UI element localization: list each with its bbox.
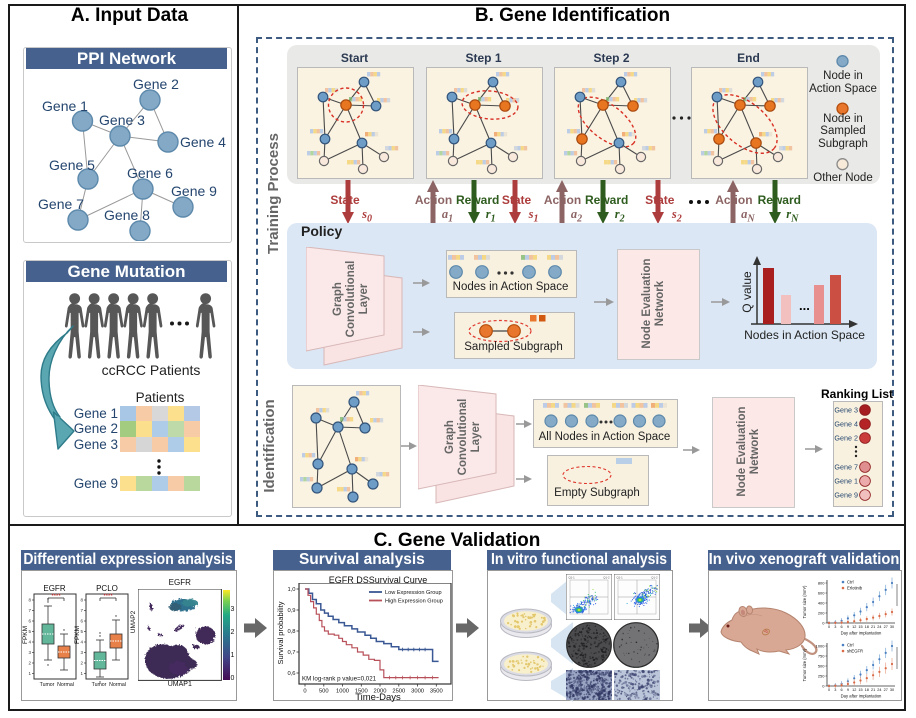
svg-text:Q1-2: Q1-2 xyxy=(651,576,658,580)
svg-text:9: 9 xyxy=(847,625,849,629)
svg-text:9: 9 xyxy=(847,688,849,692)
svg-text:Normal: Normal xyxy=(109,682,126,688)
svg-text:15: 15 xyxy=(858,625,862,629)
svg-text:200: 200 xyxy=(818,611,825,616)
svg-text:500: 500 xyxy=(818,664,825,669)
svg-text:6: 6 xyxy=(28,618,31,623)
svg-text:Gene 9: Gene 9 xyxy=(834,491,858,500)
svg-text:Gene 1: Gene 1 xyxy=(42,98,88,114)
svg-text:High Expression Group: High Expression Group xyxy=(385,599,443,605)
svg-text:0,6: 0,6 xyxy=(287,671,295,677)
svg-text:Day after implantation: Day after implantation xyxy=(841,631,882,636)
svg-text:0,7: 0,7 xyxy=(287,650,295,656)
svg-text:1: 1 xyxy=(28,671,31,676)
svg-text:7: 7 xyxy=(28,608,31,613)
svg-text:Gene 8: Gene 8 xyxy=(104,207,150,223)
svg-text:600: 600 xyxy=(818,591,825,596)
svg-text:7: 7 xyxy=(80,608,83,613)
svg-text:2500: 2500 xyxy=(392,689,405,695)
svg-text:Ctrl: Ctrl xyxy=(847,643,854,648)
svg-text:Q1-1: Q1-1 xyxy=(616,576,623,580)
svg-text:21: 21 xyxy=(871,688,875,692)
svg-text:Gene 3: Gene 3 xyxy=(99,112,145,128)
svg-text:Gene 7: Gene 7 xyxy=(38,196,84,212)
svg-text:24: 24 xyxy=(877,688,881,692)
svg-text:27: 27 xyxy=(884,688,888,692)
svg-text:3: 3 xyxy=(80,650,83,655)
svg-text:4: 4 xyxy=(28,639,31,644)
svg-text:3: 3 xyxy=(28,650,31,655)
svg-text:Gene 2: Gene 2 xyxy=(133,76,179,92)
svg-text:400: 400 xyxy=(818,601,825,606)
svg-text:8: 8 xyxy=(80,597,83,602)
svg-text:Ctrl: Ctrl xyxy=(847,580,854,585)
svg-text:8: 8 xyxy=(28,597,31,602)
svg-text:0: 0 xyxy=(303,689,306,695)
svg-text:0: 0 xyxy=(828,625,830,629)
svg-text:Gene 6: Gene 6 xyxy=(127,165,173,181)
svg-text:1000: 1000 xyxy=(816,644,826,649)
svg-text:0,8: 0,8 xyxy=(287,629,295,635)
svg-text:5: 5 xyxy=(80,629,83,634)
svg-text:3500: 3500 xyxy=(430,689,443,695)
svg-text:0: 0 xyxy=(822,621,825,626)
svg-text:0,9: 0,9 xyxy=(287,608,295,614)
svg-text:****: **** xyxy=(51,594,61,600)
svg-text:30: 30 xyxy=(890,688,894,692)
svg-text:12: 12 xyxy=(852,625,856,629)
svg-text:Erlotinib: Erlotinib xyxy=(847,586,863,591)
svg-text:Gene 1: Gene 1 xyxy=(834,477,858,486)
svg-text:2000: 2000 xyxy=(373,689,386,695)
svg-text:1000: 1000 xyxy=(336,689,349,695)
svg-text:500: 500 xyxy=(319,689,329,695)
svg-text:30: 30 xyxy=(890,625,894,629)
svg-text:Gene 4: Gene 4 xyxy=(834,420,858,429)
svg-text:Gene 9: Gene 9 xyxy=(171,183,217,199)
svg-text:4: 4 xyxy=(80,639,83,644)
svg-text:Gene 7: Gene 7 xyxy=(834,463,858,472)
svg-text:1500: 1500 xyxy=(355,689,368,695)
svg-text:6: 6 xyxy=(80,618,83,623)
svg-text:750: 750 xyxy=(818,654,825,659)
svg-text:...: ... xyxy=(799,298,810,313)
svg-text:0: 0 xyxy=(822,684,825,689)
svg-text:2: 2 xyxy=(28,660,31,665)
svg-text:6: 6 xyxy=(841,688,843,692)
svg-text:12: 12 xyxy=(852,688,856,692)
svg-text:Day after implantation: Day after implantation xyxy=(841,694,882,699)
svg-text:3: 3 xyxy=(834,625,836,629)
svg-text:1: 1 xyxy=(80,671,83,676)
svg-text:Gene 5: Gene 5 xyxy=(49,157,95,173)
svg-text:15: 15 xyxy=(858,688,862,692)
svg-text:21: 21 xyxy=(871,625,875,629)
svg-text:250: 250 xyxy=(818,674,825,679)
svg-text:3: 3 xyxy=(834,688,836,692)
svg-text:800: 800 xyxy=(818,581,825,586)
svg-text:24: 24 xyxy=(877,625,881,629)
svg-text:Gene 4: Gene 4 xyxy=(180,134,226,150)
svg-text:0: 0 xyxy=(828,688,830,692)
svg-text:18: 18 xyxy=(865,625,869,629)
svg-text:1,0: 1,0 xyxy=(287,587,295,593)
svg-text:Low Expression Group: Low Expression Group xyxy=(385,590,442,596)
svg-text:shEGFR: shEGFR xyxy=(847,649,863,654)
svg-text:2: 2 xyxy=(80,660,83,665)
svg-text:Normal: Normal xyxy=(57,682,74,688)
svg-text:****: **** xyxy=(103,594,113,600)
svg-text:18: 18 xyxy=(865,688,869,692)
svg-text:Q1-1: Q1-1 xyxy=(568,576,575,580)
svg-text:5: 5 xyxy=(28,629,31,634)
svg-text:Tumor: Tumor xyxy=(92,682,107,688)
svg-text:3000: 3000 xyxy=(411,689,424,695)
svg-text:KM log-rank p value=0,021: KM log-rank p value=0,021 xyxy=(302,676,377,683)
svg-text:6: 6 xyxy=(841,625,843,629)
svg-text:Gene 2: Gene 2 xyxy=(834,434,858,443)
svg-text:27: 27 xyxy=(884,625,888,629)
svg-text:Tumor: Tumor xyxy=(39,682,54,688)
svg-text:Gene 3: Gene 3 xyxy=(834,406,858,415)
svg-text:Q1-2: Q1-2 xyxy=(603,576,610,580)
